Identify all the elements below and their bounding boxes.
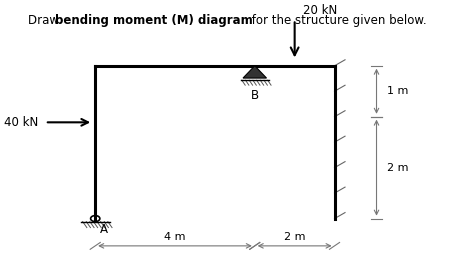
- Text: 4 m: 4 m: [164, 232, 186, 242]
- Text: 1 m: 1 m: [387, 86, 409, 96]
- Text: A: A: [100, 223, 108, 236]
- Text: 20 kN: 20 kN: [303, 4, 337, 17]
- Text: for the structure given below.: for the structure given below.: [249, 14, 427, 27]
- Text: bending moment (M) diagram: bending moment (M) diagram: [55, 14, 253, 27]
- Polygon shape: [243, 66, 267, 78]
- Text: 2 m: 2 m: [284, 232, 305, 242]
- Text: 2 m: 2 m: [387, 163, 409, 173]
- Text: 40 kN: 40 kN: [4, 116, 38, 129]
- Text: B: B: [251, 89, 259, 102]
- Text: Draw: Draw: [28, 14, 63, 27]
